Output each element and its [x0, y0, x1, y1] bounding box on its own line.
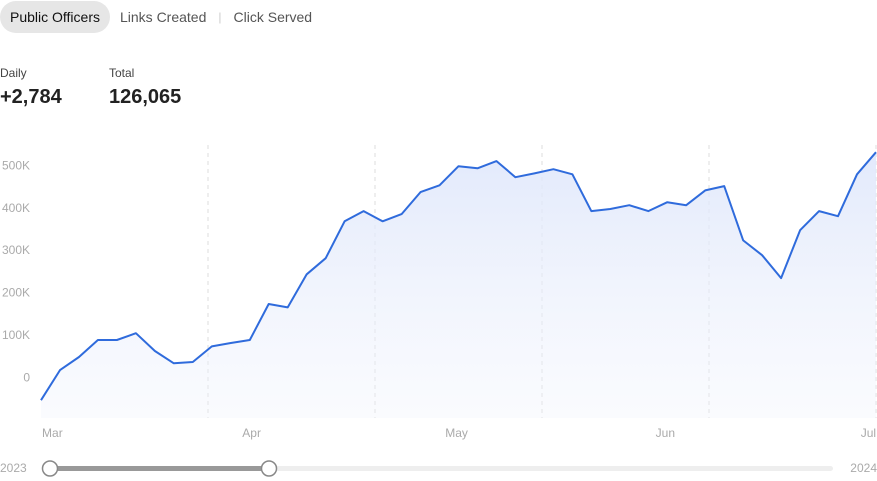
tab[interactable]: Public Officers: [0, 0, 110, 33]
stat: Daily +2,784: [0, 66, 62, 109]
slider-range: [50, 466, 269, 471]
area: [41, 152, 876, 418]
x-tick-label: Mar: [42, 426, 63, 440]
x-tick-label: May: [445, 426, 468, 440]
stat-label: Daily: [0, 66, 27, 80]
stat-label: Total: [109, 66, 135, 80]
y-tick-label: 400K: [2, 201, 30, 215]
stat-value: +2,784: [0, 86, 62, 108]
range-end: 2024: [850, 461, 877, 475]
y-tick-label: 500K: [2, 158, 30, 172]
y-tick-label: 0: [23, 370, 30, 384]
tab[interactable]: Links Created: [120, 8, 207, 25]
range-start: 2023: [0, 461, 27, 475]
stat: Total 126,065: [109, 66, 181, 109]
x-tick-label: Jul: [861, 426, 876, 440]
tabs: Public Officers Links Created | Click Se…: [0, 0, 322, 33]
slider-handle[interactable]: [260, 460, 278, 477]
y-tick-label: 300K: [2, 243, 30, 257]
tab[interactable]: Click Served: [233, 8, 313, 25]
x-tick-label: Jun: [656, 426, 675, 440]
line: [40, 151, 877, 401]
stat-value: 126,065: [109, 86, 182, 108]
x-tick-label: Apr: [242, 426, 261, 440]
y-tick-label: 200K: [2, 286, 30, 300]
slider-handle[interactable]: [41, 460, 59, 477]
separator: |: [218, 9, 222, 24]
y-tick-label: 100K: [2, 328, 30, 342]
